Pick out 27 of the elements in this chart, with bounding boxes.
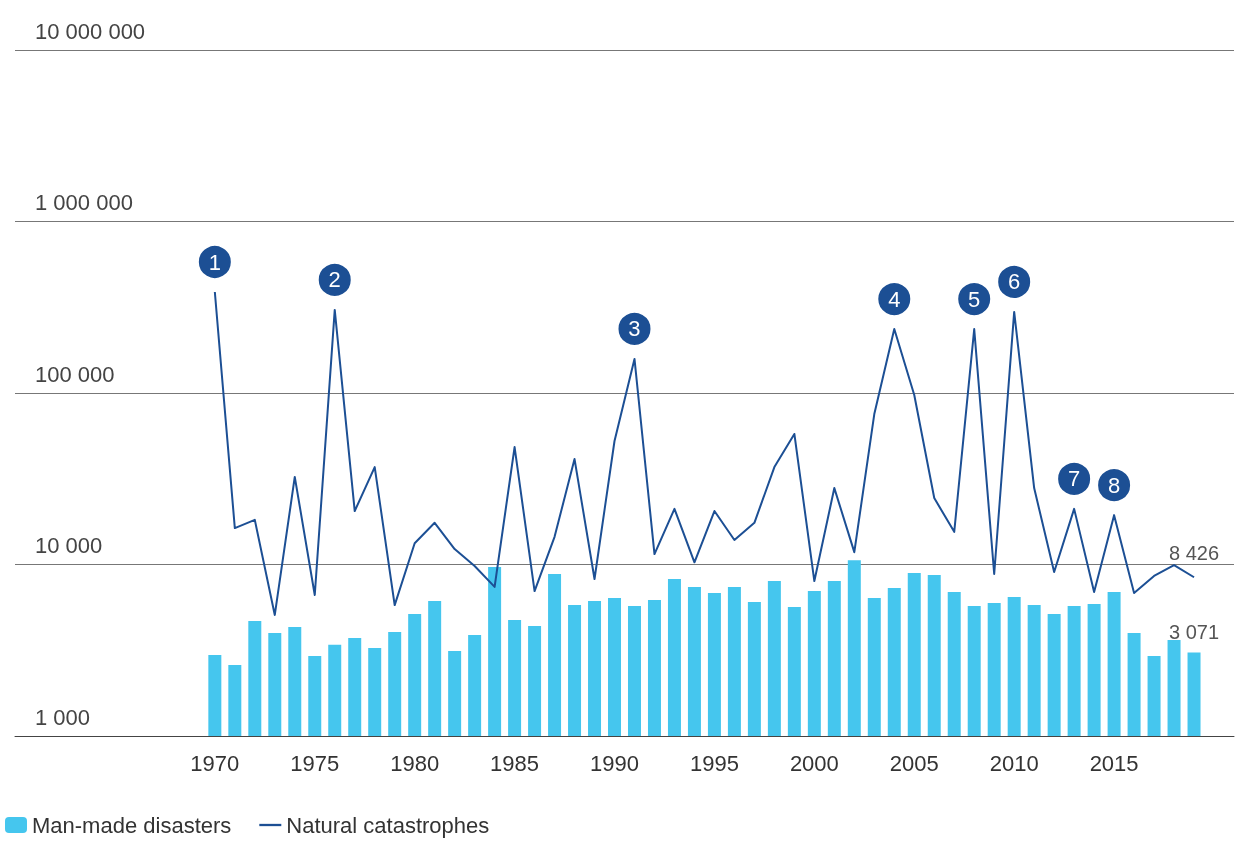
y-tick-label: 10 000 000 — [35, 18, 146, 44]
x-tick-label: 2000 — [789, 750, 839, 776]
y-tick-label: 10 000 — [35, 533, 103, 558]
annotation: 4 — [888, 286, 901, 312]
x-tick-label: 1990 — [590, 750, 639, 776]
x-tick-label: 2005 — [889, 750, 939, 776]
annotation: 8 — [1107, 472, 1121, 498]
x-tick-label: 1970 — [190, 750, 240, 776]
annotation: 5 — [968, 286, 981, 312]
x-tick-label: 1980 — [390, 750, 440, 776]
y-tick-label: 1 000 — [35, 704, 91, 730]
annotation: 6 — [1008, 269, 1021, 295]
legend-label: Natural catastrophes — [286, 812, 490, 838]
annotation: 3 — [628, 316, 641, 342]
annotation: 1 — [208, 249, 221, 275]
y-tick-label: 1 000 000 — [35, 190, 133, 215]
annotation: 2 — [328, 267, 341, 293]
data-label: 3 071 — [1169, 621, 1220, 644]
x-tick-label: 2010 — [989, 750, 1039, 776]
annotation: 7 — [1068, 466, 1081, 492]
x-tick-label: 1985 — [490, 750, 540, 776]
legend-label: Man-made disasters — [32, 812, 232, 838]
x-tick-label: 2015 — [1089, 750, 1139, 776]
x-tick-label: 1975 — [290, 750, 340, 776]
y-tick-label: 100 000 — [35, 361, 115, 387]
x-tick-label: 1995 — [689, 750, 739, 776]
data-label: 8 426 — [1169, 542, 1220, 565]
